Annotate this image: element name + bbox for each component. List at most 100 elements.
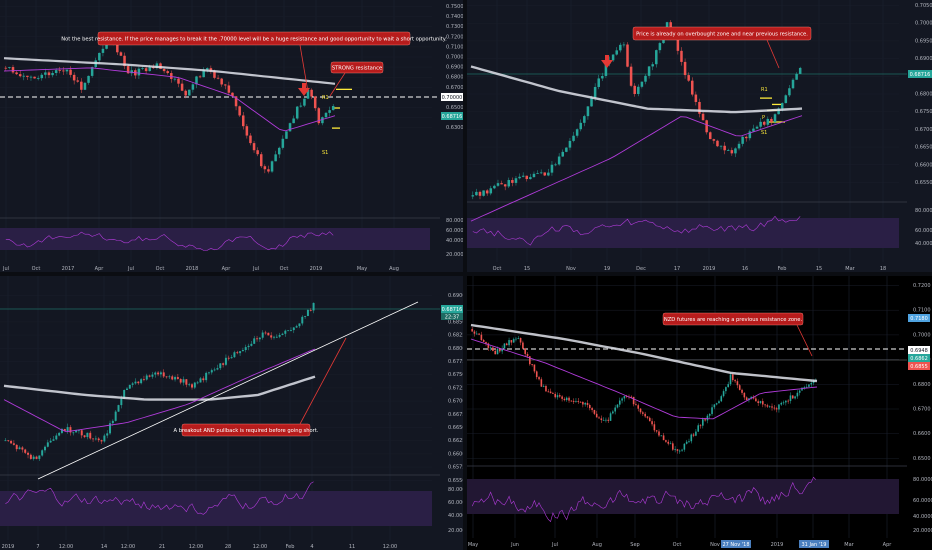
candle-body bbox=[642, 412, 644, 414]
candle-body bbox=[188, 89, 191, 96]
x-tick-label: 18 bbox=[880, 266, 886, 272]
y-tick-label: 0.65750 bbox=[448, 465, 463, 471]
price-tag bbox=[441, 305, 463, 313]
candle-body bbox=[278, 334, 281, 337]
candle-body bbox=[770, 118, 773, 123]
candle-body bbox=[604, 63, 608, 76]
candle-body bbox=[317, 108, 321, 124]
candle-body bbox=[658, 431, 660, 436]
price-label-mid: 0.6862 bbox=[910, 356, 928, 362]
candle-body bbox=[699, 425, 702, 427]
candle-body bbox=[795, 73, 798, 80]
level-label-s1: S1 bbox=[761, 130, 767, 136]
candle-body bbox=[496, 183, 500, 186]
candle-body bbox=[637, 405, 640, 409]
candle-body bbox=[711, 407, 713, 414]
candle-body bbox=[244, 347, 247, 351]
candle-body bbox=[27, 452, 30, 455]
candle-body bbox=[579, 401, 582, 403]
x-tick-label: 12:00 bbox=[383, 544, 397, 550]
chart-panel-daily[interactable]: 0.705000.700000.695000.690000.685000.680… bbox=[467, 0, 932, 272]
candle-body bbox=[618, 400, 621, 405]
chart-panel-hourly[interactable]: 0.690000.687500.685000.682500.680000.677… bbox=[0, 276, 463, 550]
candle-body bbox=[755, 126, 759, 129]
candle-body bbox=[791, 79, 795, 89]
candle-body bbox=[622, 44, 626, 46]
candle-body bbox=[202, 69, 205, 78]
candle-body bbox=[168, 376, 171, 378]
ma-200-line bbox=[470, 323, 818, 383]
candle-body bbox=[148, 67, 151, 72]
candle-body bbox=[224, 357, 227, 365]
annotation-pointer bbox=[299, 337, 347, 425]
down-arrow-icon bbox=[601, 55, 613, 68]
candle-body bbox=[761, 401, 764, 405]
x-tick-label: Jul bbox=[2, 266, 9, 272]
chart-panel-futures[interactable]: 0.72000.71000.70000.69000.68000.67000.66… bbox=[467, 276, 932, 550]
candle-body bbox=[685, 441, 688, 444]
candle-body bbox=[762, 121, 766, 125]
candle-body bbox=[563, 398, 566, 401]
candle-body bbox=[177, 78, 180, 84]
candle-body bbox=[111, 420, 114, 424]
x-tick-label: 19 bbox=[604, 266, 610, 272]
candle-body bbox=[539, 172, 543, 174]
chart-svg-daily: 0.705000.700000.695000.690000.685000.680… bbox=[467, 0, 932, 272]
candle-body bbox=[485, 190, 489, 194]
candle-body bbox=[216, 368, 219, 370]
candle-body bbox=[773, 114, 777, 123]
candle-body bbox=[83, 435, 86, 438]
candle-body bbox=[561, 151, 565, 157]
candle-body bbox=[712, 139, 716, 141]
price-tag bbox=[441, 112, 463, 120]
x-tick-label: 2019 bbox=[310, 266, 323, 272]
candle-body bbox=[321, 117, 324, 124]
annotation-text: Not the best resistance. If the price ma… bbox=[61, 37, 447, 43]
candle-body bbox=[241, 115, 245, 127]
candle-body bbox=[76, 80, 80, 82]
ma-50-line bbox=[3, 348, 316, 433]
rsi-zone bbox=[0, 491, 432, 526]
candle-body bbox=[80, 430, 83, 436]
y-tick-label: 0.66250 bbox=[448, 438, 463, 444]
candle-body bbox=[482, 340, 485, 342]
x-tick-label: 12:00 bbox=[121, 544, 135, 550]
ma-50-line bbox=[470, 115, 803, 222]
ma-50-line bbox=[3, 67, 336, 132]
candle-body bbox=[570, 400, 573, 402]
candle-body bbox=[729, 374, 732, 385]
candle-body bbox=[182, 379, 185, 383]
candle-body bbox=[489, 188, 493, 194]
candle-body bbox=[26, 75, 29, 77]
candle-body bbox=[267, 169, 270, 172]
annotation-pointer bbox=[299, 44, 309, 93]
candle-body bbox=[755, 398, 757, 402]
candle-body bbox=[58, 70, 62, 71]
y-tick-label: 0.6600 bbox=[913, 431, 931, 437]
candle-body bbox=[66, 427, 69, 432]
candle-body bbox=[87, 75, 90, 83]
candle-body bbox=[514, 178, 518, 183]
candle-body bbox=[69, 69, 72, 75]
candle-body bbox=[720, 396, 723, 402]
trendline bbox=[37, 301, 419, 480]
candle-body bbox=[224, 84, 227, 86]
date-highlight-label: 27 Nov '18 bbox=[722, 542, 749, 548]
candle-body bbox=[511, 180, 514, 183]
candle-body bbox=[21, 447, 24, 450]
candle-body bbox=[692, 434, 695, 436]
candle-body bbox=[101, 48, 105, 53]
candle-body bbox=[701, 113, 705, 121]
candle-body bbox=[607, 419, 610, 421]
candle-body bbox=[648, 417, 651, 422]
candle-body bbox=[561, 396, 563, 399]
candle-body bbox=[140, 379, 143, 384]
candle-body bbox=[480, 334, 483, 341]
